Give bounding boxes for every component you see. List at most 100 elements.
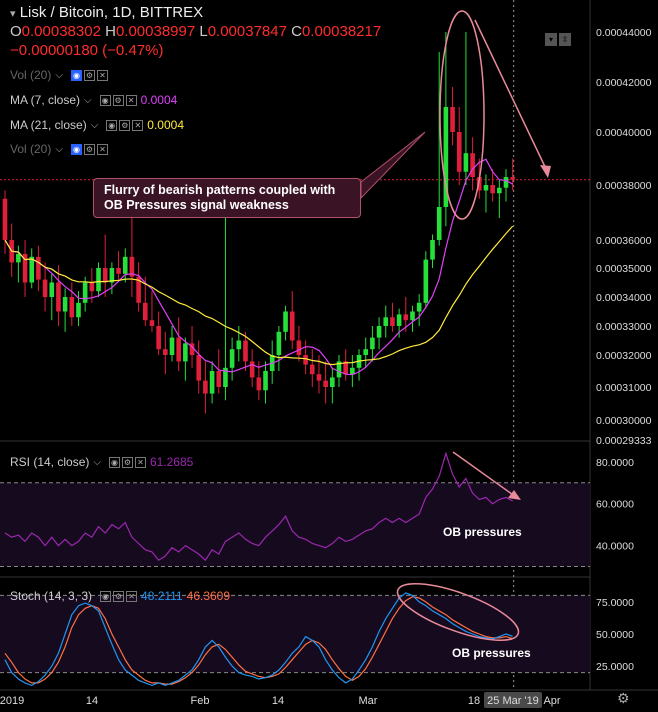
candle-body <box>56 282 61 312</box>
candle-body <box>236 340 242 350</box>
stoch-k-line <box>4 592 513 687</box>
chevron-down-icon[interactable]: ⌵ <box>55 143 63 155</box>
ma21-line <box>4 225 514 366</box>
candle-body <box>176 337 181 362</box>
stoch-d-value: 46.3609 <box>186 589 231 603</box>
candle-body <box>336 361 342 378</box>
high-label: H <box>105 23 116 40</box>
candle-body <box>330 377 335 387</box>
candle-body <box>22 254 28 283</box>
rsi-tick-label: 80.0000 <box>596 457 634 469</box>
candle-body <box>263 371 268 391</box>
candle-body <box>149 320 155 326</box>
candle-body <box>189 343 195 355</box>
eye-icon[interactable]: ◉ <box>100 590 112 602</box>
legend-ma7[interactable]: MA (7, close) ⌵ ◉ ⚙ ✕ 0.0004 <box>10 93 177 107</box>
candle-body <box>16 254 21 263</box>
bearish-arrow-line <box>474 19 549 174</box>
gear-icon[interactable]: ⚙ <box>121 456 133 468</box>
candle-body <box>42 279 48 297</box>
close-icon[interactable]: ✕ <box>134 456 146 468</box>
eye-icon[interactable]: ◉ <box>108 456 120 468</box>
candle-body <box>283 311 288 332</box>
close-icon[interactable]: ✕ <box>125 94 137 106</box>
time-tick-label: Feb <box>191 695 210 707</box>
candle-body <box>423 259 429 303</box>
eye-icon[interactable]: ◉ <box>70 143 82 155</box>
stoch-tick-label: 50.0000 <box>596 629 634 641</box>
candle-body <box>69 297 75 318</box>
time-tick-label: 18 <box>468 695 480 707</box>
ohlc-row: O0.00038302 H0.00038997 L0.00037847 C0.0… <box>10 23 381 40</box>
chevron-down-icon[interactable]: ⌵ <box>55 69 63 81</box>
rsi-value: 61.2685 <box>149 455 194 469</box>
candle-body <box>463 153 469 172</box>
ma21-label: MA (21, close) <box>10 118 87 132</box>
candle-body <box>503 177 509 188</box>
expand-pane-icon[interactable]: ⇳ <box>559 33 571 46</box>
gear-icon[interactable]: ⚙ <box>113 590 125 602</box>
candle-body <box>29 256 35 283</box>
candle-body <box>109 268 115 283</box>
time-tick-label: 2019 <box>0 695 24 707</box>
close-icon[interactable]: ✕ <box>96 143 108 155</box>
candle-body <box>436 207 442 240</box>
legend-vol-2[interactable]: Vol (20) ⌵ ◉ ⚙ ✕ <box>10 142 108 156</box>
candle-body <box>136 276 141 303</box>
eye-icon[interactable]: ◉ <box>99 94 111 106</box>
time-tick-label: 14 <box>272 695 284 707</box>
gear-icon[interactable]: ⚙ <box>83 69 95 81</box>
eye-icon[interactable]: ◉ <box>70 69 82 81</box>
stoch-ob-note: OB pressures <box>452 646 531 660</box>
candle-body <box>116 268 121 274</box>
candle-body <box>243 340 248 362</box>
open-value: 0.00038302 <box>21 23 101 40</box>
rsi-label: RSI (14, close) <box>10 455 90 469</box>
close-icon[interactable]: ✕ <box>126 590 138 602</box>
legend-stoch[interactable]: Stoch (14, 3, 3) ◉ ⚙ ✕ 48.2111 46.3609 <box>10 589 230 603</box>
collapse-pane-icon[interactable]: ▾ <box>545 33 557 46</box>
collapse-arrow-icon[interactable]: ▾ <box>10 8 16 20</box>
ma7-value: 0.0004 <box>140 93 178 107</box>
close-icon[interactable]: ✕ <box>96 69 108 81</box>
gear-icon[interactable]: ⚙ <box>119 119 131 131</box>
price-tick-label: 0.00033000 <box>596 321 652 333</box>
candle-body <box>383 317 389 326</box>
gear-icon[interactable]: ⚙ <box>112 94 124 106</box>
chevron-down-icon[interactable]: ⌵ <box>90 119 99 131</box>
chevron-down-icon[interactable]: ⌵ <box>84 94 92 106</box>
candle-body <box>76 302 81 318</box>
candle-body <box>309 364 315 375</box>
candle-body <box>316 374 322 381</box>
price-tick-label: 0.00044000 <box>596 27 652 39</box>
chart-header: ▾ Lisk / Bitcoin, 1D, BITTREX <box>10 4 203 21</box>
candle-body <box>443 107 449 207</box>
candle-body <box>289 311 295 341</box>
legend-vol-1[interactable]: Vol (20) ⌵ ◉ ⚙ ✕ <box>10 68 108 82</box>
chevron-down-icon[interactable]: ⌵ <box>93 456 101 468</box>
candle-body <box>156 326 161 350</box>
candle-body <box>196 355 202 381</box>
candle-body <box>169 337 175 355</box>
analysis-callout: Flurry of bearish patterns coupled with … <box>93 178 361 218</box>
settings-gear-icon[interactable]: ⚙ <box>617 690 630 706</box>
close-value: 0.00038217 <box>301 23 382 40</box>
close-icon[interactable]: ✕ <box>132 119 144 131</box>
legend-ma21[interactable]: MA (21, close) ⌵ ◉ ⚙ ✕ 0.0004 <box>10 118 184 132</box>
candle-body <box>483 185 489 191</box>
gear-icon[interactable]: ⚙ <box>83 143 95 155</box>
candle-body <box>363 349 369 355</box>
rsi-tick-label: 60.0000 <box>596 499 634 511</box>
candle-body <box>370 337 375 350</box>
candle-body <box>49 282 55 297</box>
eye-icon[interactable]: ◉ <box>106 119 118 131</box>
candle-body <box>323 380 328 387</box>
candle-body <box>456 132 462 172</box>
close-label: C <box>291 23 302 40</box>
vol-label: Vol (20) <box>10 142 52 156</box>
candle-body <box>142 302 148 321</box>
legend-rsi[interactable]: RSI (14, close) ⌵ ◉ ⚙ ✕ 61.2685 <box>10 455 193 469</box>
ma7-line <box>4 158 513 376</box>
candle-body <box>216 371 222 387</box>
